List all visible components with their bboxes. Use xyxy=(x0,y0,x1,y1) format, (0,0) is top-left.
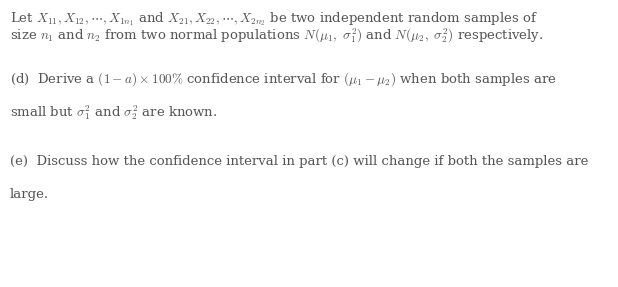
Text: (d)  Derive a $(1-a) \times 100\%$ confidence interval for $(\mu_1 - \mu_2)$ whe: (d) Derive a $(1-a) \times 100\%$ confid… xyxy=(10,70,557,88)
Text: size $n_1$ and $n_2$ from two normal populations $N(\mu_1,\ \sigma_1^2)$ and $N(: size $n_1$ and $n_2$ from two normal pop… xyxy=(10,27,543,45)
Text: small but $\sigma_1^2$ and $\sigma_2^2$ are known.: small but $\sigma_1^2$ and $\sigma_2^2$ … xyxy=(10,103,218,122)
Text: Let $X_{11}, X_{12}, \cdots, X_{1n_1}$ and $X_{21}, X_{22}, \cdots, X_{2n_2}$ be: Let $X_{11}, X_{12}, \cdots, X_{1n_1}$ a… xyxy=(10,10,538,28)
Text: large.: large. xyxy=(10,188,49,201)
Text: (e)  Discuss how the confidence interval in part (c) will change if both the sam: (e) Discuss how the confidence interval … xyxy=(10,155,588,168)
